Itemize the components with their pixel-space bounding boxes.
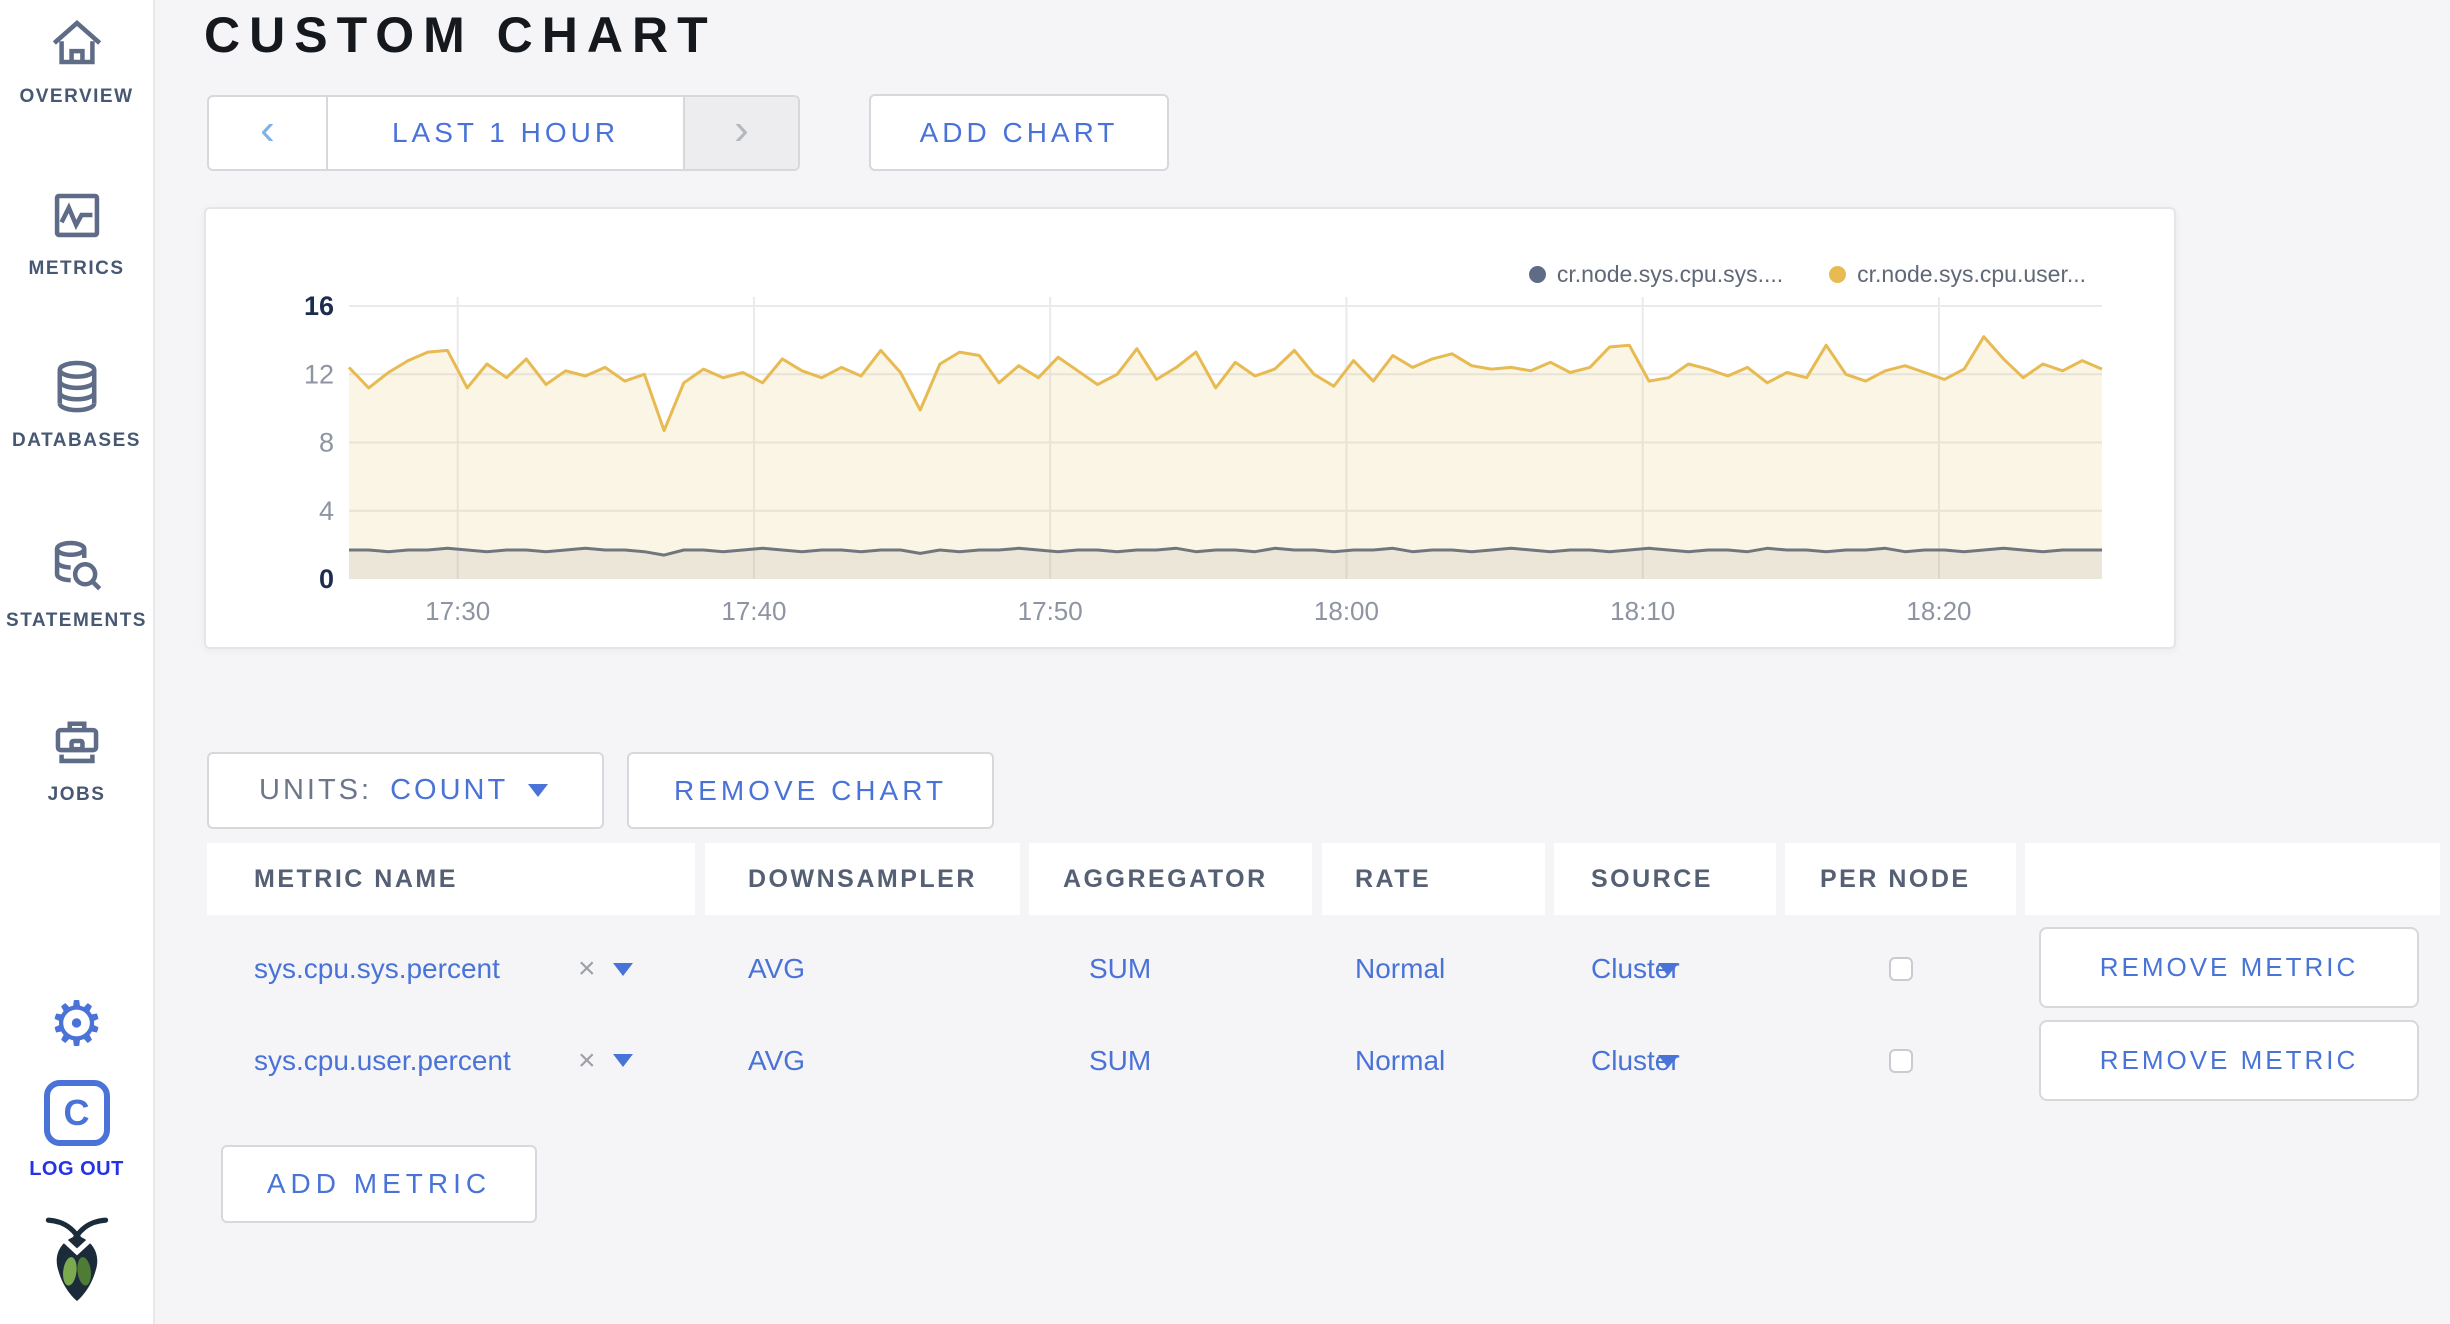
remove-metric-button[interactable]: REMOVE METRIC bbox=[2039, 927, 2419, 1008]
chart-legend: cr.node.sys.cpu.sys.... cr.node.sys.cpu.… bbox=[1528, 261, 2086, 288]
remove-chart-button[interactable]: REMOVE CHART bbox=[627, 752, 994, 829]
column-header-source: SOURCE bbox=[1554, 843, 1776, 915]
line-chart[interactable]: 17:30 17:40 17:50 18:00 18:10 18:20 0 4 8 12 16 bbox=[206, 209, 2174, 647]
downsampler-dropdown[interactable]: AVG bbox=[705, 930, 1678, 1008]
table-row: sys.cpu.sys.percent bbox=[207, 930, 695, 1008]
table-row: sys.cpu.user.percent bbox=[207, 1020, 695, 1101]
metric-name-dropdown[interactable]: sys.cpu.sys.percent bbox=[254, 953, 500, 984]
sidebar-item-label: STATEMENTS bbox=[6, 610, 147, 631]
per-node-checkbox[interactable] bbox=[1888, 957, 1913, 981]
metric-name-controls: × bbox=[578, 930, 633, 1008]
column-header-actions bbox=[2025, 843, 2440, 915]
aggregator-dropdown[interactable]: SUM bbox=[1029, 1020, 2301, 1101]
sidebar-item-jobs[interactable]: JOBS bbox=[0, 712, 153, 806]
chevron-down-icon bbox=[528, 784, 549, 797]
chevron-down-icon[interactable] bbox=[612, 962, 633, 976]
sidebar-item-overview[interactable]: OVERVIEW bbox=[0, 14, 153, 108]
timeframe-next-button[interactable]: › bbox=[685, 97, 798, 169]
downsampler-dropdown[interactable]: AVG bbox=[705, 1020, 1678, 1101]
per-node-checkbox[interactable] bbox=[1888, 1048, 1913, 1073]
legend-item-user[interactable]: cr.node.sys.cpu.user... bbox=[1829, 261, 2086, 288]
metric-name-dropdown[interactable]: sys.cpu.user.percent bbox=[254, 1044, 511, 1076]
legend-dot-user bbox=[1829, 266, 1847, 283]
per-node-cell bbox=[1785, 1020, 2016, 1101]
svg-text:16: 16 bbox=[304, 291, 334, 321]
legend-item-sys[interactable]: cr.node.sys.cpu.sys.... bbox=[1528, 261, 1783, 288]
timeframe-prev-button[interactable]: ‹ bbox=[209, 97, 326, 169]
sidebar-item-label: OVERVIEW bbox=[19, 86, 134, 107]
svg-text:17:30: 17:30 bbox=[425, 596, 490, 626]
metrics-icon bbox=[48, 186, 106, 244]
statements-icon bbox=[48, 538, 106, 596]
gear-icon: ⚙ bbox=[48, 990, 105, 1059]
units-dropdown[interactable]: UNITS: COUNT bbox=[207, 752, 604, 829]
settings-button[interactable]: ⚙ bbox=[0, 994, 153, 1056]
chevron-right-icon: › bbox=[734, 105, 749, 154]
remove-metric-button[interactable]: REMOVE METRIC bbox=[2039, 1020, 2419, 1101]
svg-text:18:00: 18:00 bbox=[1314, 596, 1379, 626]
timeframe-dropdown[interactable]: LAST 1 HOUR bbox=[326, 97, 685, 169]
svg-text:8: 8 bbox=[319, 428, 334, 458]
chevron-down-icon bbox=[1658, 1054, 1678, 1068]
jobs-icon bbox=[48, 712, 106, 770]
source-dropdown[interactable]: Cluster bbox=[1591, 1044, 1680, 1076]
clear-icon[interactable]: × bbox=[578, 952, 596, 985]
chevron-down-icon[interactable] bbox=[612, 1054, 633, 1067]
sidebar-item-label: DATABASES bbox=[12, 430, 141, 451]
svg-text:4: 4 bbox=[319, 496, 334, 526]
legend-dot-sys bbox=[1528, 266, 1546, 283]
databases-icon bbox=[48, 358, 106, 416]
metric-name-controls: × bbox=[578, 1020, 633, 1101]
column-header-per-node: PER NODE bbox=[1785, 843, 2016, 915]
rate-dropdown[interactable]: Normal bbox=[1355, 953, 1446, 984]
column-header-metric-name: METRIC NAME bbox=[207, 843, 695, 915]
column-header-rate: RATE bbox=[1322, 843, 1545, 915]
sidebar: OVERVIEW METRICS DATABASE bbox=[0, 0, 155, 1324]
logout-button[interactable]: C LOG OUT bbox=[0, 1080, 153, 1181]
svg-text:18:10: 18:10 bbox=[1610, 596, 1675, 626]
cockroach-c-icon: C bbox=[43, 1080, 110, 1146]
svg-text:0: 0 bbox=[319, 564, 334, 594]
source-dropdown[interactable]: Cluster bbox=[1591, 953, 1680, 984]
svg-text:17:40: 17:40 bbox=[721, 596, 786, 626]
column-header-aggregator: AGGREGATOR bbox=[1029, 843, 1312, 915]
column-header-downsampler: DOWNSAMPLER bbox=[705, 843, 1020, 915]
svg-text:18:20: 18:20 bbox=[1906, 596, 1971, 626]
add-metric-button[interactable]: ADD METRIC bbox=[221, 1145, 537, 1223]
chevron-down-icon bbox=[1658, 963, 1678, 976]
aggregator-dropdown[interactable]: SUM bbox=[1029, 930, 2301, 1008]
page-title: CUSTOM CHART bbox=[204, 7, 717, 63]
sidebar-item-databases[interactable]: DATABASES bbox=[0, 358, 153, 452]
per-node-cell bbox=[1785, 930, 2016, 1008]
sidebar-item-statements[interactable]: STATEMENTS bbox=[0, 538, 153, 632]
rate-dropdown[interactable]: Normal bbox=[1355, 1044, 1446, 1076]
cockroach-logo bbox=[0, 1212, 153, 1302]
time-range-selector: ‹ LAST 1 HOUR › bbox=[207, 95, 800, 171]
sidebar-item-label: METRICS bbox=[28, 258, 125, 279]
clear-icon[interactable]: × bbox=[578, 1043, 596, 1077]
svg-text:12: 12 bbox=[304, 359, 334, 389]
sidebar-item-label: JOBS bbox=[47, 784, 106, 805]
chevron-left-icon: ‹ bbox=[260, 105, 275, 154]
logout-label: LOG OUT bbox=[29, 1158, 124, 1180]
chart-card: 17:30 17:40 17:50 18:00 18:10 18:20 0 4 8 12 16 cr… bbox=[204, 207, 2176, 649]
add-chart-button[interactable]: ADD CHART bbox=[869, 94, 1169, 171]
home-icon bbox=[48, 14, 106, 72]
svg-text:17:50: 17:50 bbox=[1018, 596, 1083, 626]
sidebar-item-metrics[interactable]: METRICS bbox=[0, 186, 153, 280]
